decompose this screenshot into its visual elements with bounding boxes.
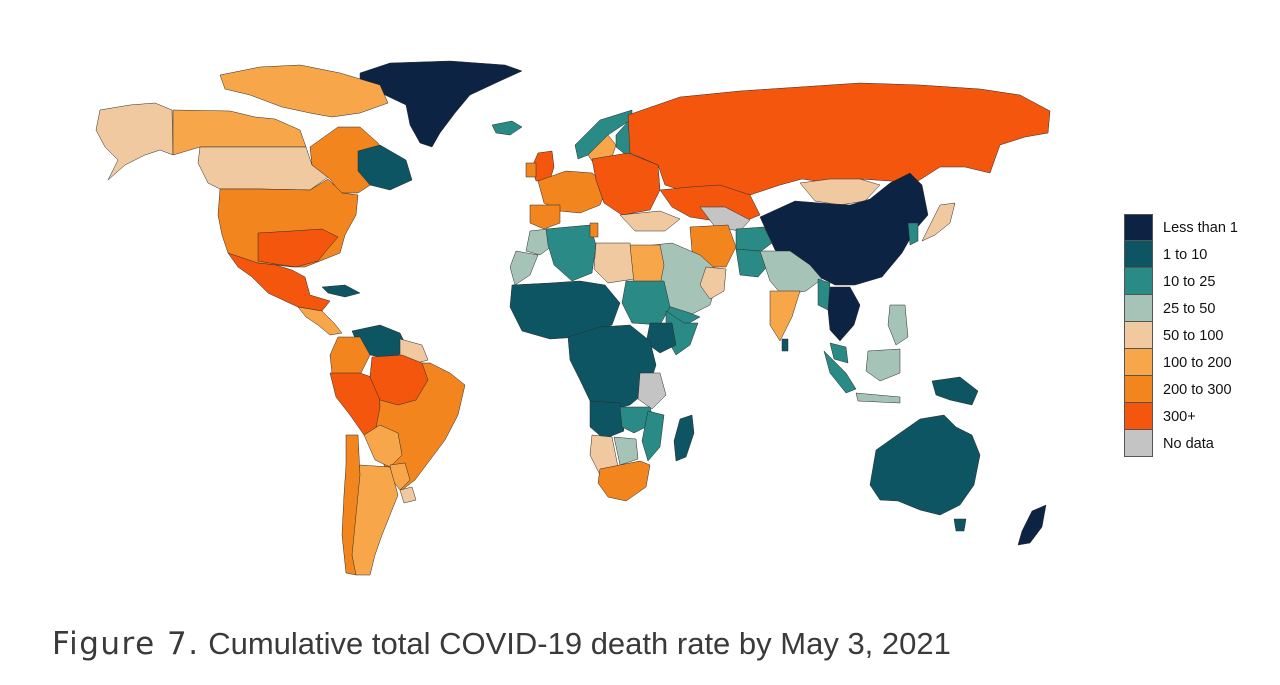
legend-label: Less than 1 xyxy=(1163,219,1238,236)
figure-label: Figure 7. xyxy=(52,626,200,662)
region-botswana xyxy=(613,436,639,466)
legend-label: 300+ xyxy=(1163,408,1196,425)
legend-label: 200 to 300 xyxy=(1163,381,1232,398)
region-turkey xyxy=(619,210,681,232)
region-atlantic-canada xyxy=(357,144,413,191)
region-malaysia xyxy=(829,342,849,364)
legend-item: 300+ xyxy=(1124,403,1238,430)
region-greenland xyxy=(359,60,523,148)
legend-swatch xyxy=(1124,376,1153,403)
region-java xyxy=(855,392,901,404)
region-algeria xyxy=(545,224,597,282)
region-usa-south xyxy=(257,228,339,268)
legend-label: No data xyxy=(1163,435,1214,452)
region-canada-prairies xyxy=(197,146,329,191)
region-sudan xyxy=(621,280,671,326)
legend-item: Less than 1 xyxy=(1124,214,1238,241)
region-tanzania xyxy=(637,372,667,410)
region-bolivia xyxy=(363,424,403,468)
legend: Less than 1 1 to 10 10 to 25 25 to 50 50 to … xyxy=(1124,214,1238,457)
region-iceland xyxy=(491,120,523,136)
region-mexico xyxy=(227,252,331,312)
region-tasmania xyxy=(953,518,967,532)
legend-label: 1 to 10 xyxy=(1163,246,1208,263)
region-brazil-north xyxy=(369,354,429,406)
legend-item: 10 to 25 xyxy=(1124,268,1238,295)
legend-item: 50 to 100 xyxy=(1124,322,1238,349)
legend-swatch xyxy=(1124,268,1153,295)
legend-label: 10 to 25 xyxy=(1163,273,1216,290)
region-india-south xyxy=(769,290,801,342)
region-uruguay xyxy=(399,486,417,504)
region-norway xyxy=(574,109,633,160)
region-new-zealand xyxy=(1017,504,1047,546)
region-south-africa xyxy=(597,460,651,502)
region-indochina xyxy=(824,286,861,342)
region-angola xyxy=(589,400,625,440)
legend-item: 1 to 10 xyxy=(1124,241,1238,268)
region-canada-arctic xyxy=(219,64,389,118)
region-borneo xyxy=(865,348,901,382)
region-ireland xyxy=(525,162,537,178)
region-egypt xyxy=(629,244,665,286)
region-sri-lanka xyxy=(781,338,789,352)
legend-item: 100 to 200 xyxy=(1124,349,1238,376)
region-australia xyxy=(869,414,981,516)
region-canada-west xyxy=(172,109,307,156)
region-cuba xyxy=(321,284,361,298)
region-afghanistan xyxy=(735,226,773,256)
legend-item: 25 to 50 xyxy=(1124,295,1238,322)
legend-swatch xyxy=(1124,322,1153,349)
region-russia xyxy=(627,82,1051,196)
legend-label: 25 to 50 xyxy=(1163,300,1216,317)
region-philippines xyxy=(887,304,909,346)
region-korea xyxy=(907,222,919,246)
region-iberia xyxy=(529,204,561,230)
region-madagascar xyxy=(673,414,695,462)
legend-swatch xyxy=(1124,430,1153,457)
region-new-guinea xyxy=(931,376,979,406)
region-japan xyxy=(921,202,956,242)
legend-swatch xyxy=(1124,349,1153,376)
figure-title: Cumulative total COVID-19 death rate by … xyxy=(208,626,951,661)
region-central-america xyxy=(297,306,343,336)
legend-swatch xyxy=(1124,214,1153,241)
region-libya xyxy=(593,242,635,284)
region-mongolia xyxy=(799,178,881,206)
legend-swatch xyxy=(1124,403,1153,430)
world-map xyxy=(95,60,1051,576)
region-sumatra xyxy=(823,350,857,394)
region-alaska xyxy=(95,102,174,181)
legend-swatch xyxy=(1124,295,1153,322)
legend-label: 100 to 200 xyxy=(1163,354,1232,371)
legend-label: 50 to 100 xyxy=(1163,327,1224,344)
region-oman xyxy=(699,266,727,300)
region-india-north xyxy=(759,250,823,296)
region-sahel xyxy=(509,280,621,340)
region-mozambique xyxy=(641,410,665,462)
legend-swatch xyxy=(1124,241,1153,268)
legend-item: No data xyxy=(1124,430,1238,457)
region-west-sahara xyxy=(509,250,539,286)
figure-caption: Figure 7. Cumulative total COVID-19 deat… xyxy=(52,626,951,662)
region-eastern-europe xyxy=(591,152,661,216)
region-chile xyxy=(341,434,361,576)
region-myanmar xyxy=(817,278,831,311)
legend-item: 200 to 300 xyxy=(1124,376,1238,403)
region-central-asia xyxy=(699,206,751,232)
region-tunisia xyxy=(589,222,599,238)
